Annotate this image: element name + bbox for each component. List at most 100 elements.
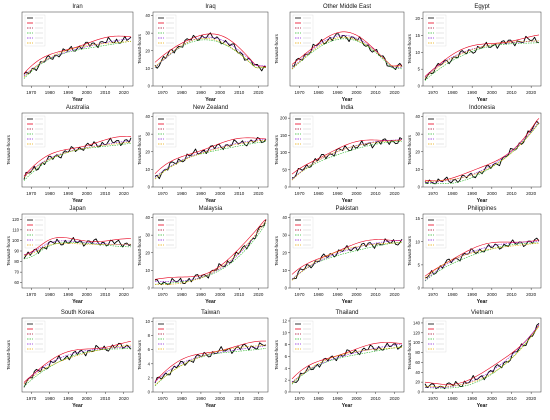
y-axis-label: Terawatt-hours [6, 339, 11, 370]
y-tick-label: 40 [415, 114, 420, 119]
x-axis-label: Year [72, 198, 83, 204]
x-tick-label: 2000 [82, 90, 93, 95]
y-tick-label: 100 [12, 238, 20, 243]
panel-11: Philippines 1970 1980 1990 2000 2010 2020 Year 0… [407, 206, 542, 305]
x-tick-label: 1980 [177, 90, 188, 95]
x-tick-label: 1990 [63, 90, 74, 95]
forecast-gold-line [154, 220, 267, 285]
forecast-gold-line [424, 325, 540, 387]
y-axis-label: Terawatt-hours [274, 33, 279, 64]
x-tick-label: 1970 [294, 90, 305, 95]
panel-title: Egypt [474, 4, 490, 10]
x-axis-label: Year [72, 299, 83, 305]
x-tick-label: 1990 [332, 191, 343, 196]
legend-box [155, 320, 177, 353]
y-tick-label: 5 [418, 262, 421, 267]
forecast-red-line [23, 35, 132, 74]
x-axis-label: Year [205, 97, 216, 103]
forecast-purple-line [291, 239, 403, 280]
plot-frame [21, 112, 134, 188]
x-tick-label: 1970 [158, 191, 169, 196]
x-tick-label: 1970 [428, 292, 439, 297]
y-axis-label: Terawatt-hours [274, 235, 279, 266]
forecast-purple-line [424, 241, 540, 281]
x-tick-label: 1990 [467, 90, 478, 95]
plot-frame [21, 11, 134, 87]
forecast-red-line [154, 219, 267, 280]
forecast-purple-line [154, 220, 267, 282]
forecast-red-line [424, 34, 540, 77]
y-tick-label: 20 [145, 149, 150, 154]
y-tick-label: 15 [415, 33, 420, 38]
y-axis-label: Terawatt-hours [274, 134, 279, 165]
x-tick-label: 2010 [100, 90, 111, 95]
y-tick-label: 40 [145, 114, 150, 119]
x-tick-label: 2000 [215, 292, 226, 297]
panel-title: New Zealand [193, 105, 228, 111]
x-tick-label: 2010 [100, 191, 111, 196]
x-tick-label: 2020 [119, 191, 130, 196]
panel-title: Philippines [467, 206, 496, 212]
y-axis-label: Terawatt-hours [407, 339, 412, 370]
x-tick-label: 1970 [428, 396, 439, 401]
plot-frame [289, 112, 405, 188]
forecast-red-line [154, 340, 267, 382]
y-tick-label: 100 [413, 340, 421, 345]
x-tick-label: 2020 [389, 292, 400, 297]
y-tick-label: 0 [285, 286, 288, 291]
forecast-red-line [291, 342, 403, 380]
forecast-gold-line [291, 347, 403, 384]
forecast-purple-line [154, 345, 267, 383]
y-tick-label: 40 [282, 215, 287, 220]
forecast-red-line [23, 340, 132, 383]
y-tick-label: 0 [418, 84, 421, 89]
x-tick-label: 1980 [177, 191, 188, 196]
forecast-gold-line [154, 345, 267, 386]
forecast-gold-line [23, 41, 132, 78]
forecast-red-line [424, 324, 540, 385]
y-tick-label: 2 [285, 378, 288, 383]
x-tick-label: 2010 [370, 90, 381, 95]
plot-frame [21, 317, 134, 393]
x-axis-label: Year [205, 403, 216, 409]
forecast-green-line [23, 40, 132, 79]
plot-frame [152, 317, 269, 393]
panel-7: Indonesia 1970 1980 1990 2000 2010 2020 Year 0 10… [407, 105, 542, 204]
observed-series-line [291, 238, 403, 280]
x-tick-label: 2000 [82, 396, 93, 401]
x-tick-label: 1970 [26, 292, 37, 297]
y-tick-label: 20 [145, 250, 150, 255]
x-axis-label: Year [477, 97, 488, 103]
x-axis-label: Year [342, 299, 353, 305]
y-tick-label: 30 [145, 233, 150, 238]
x-tick-label: 1980 [447, 292, 458, 297]
x-tick-label: 1980 [177, 292, 188, 297]
panel-6: India 1970 1980 1990 2000 2010 2020 Year 0 50 100 1… [274, 105, 405, 204]
panel-8: Japan 1970 1980 1990 2000 2010 2020 Year 60 70 80 9… [6, 206, 134, 305]
x-tick-label: 2020 [526, 292, 537, 297]
forecast-green-line [291, 346, 403, 385]
x-axis-label: Year [72, 97, 83, 103]
y-axis-label: Terawatt-hours [6, 235, 11, 266]
y-tick-label: 4 [148, 361, 151, 366]
x-tick-label: 2000 [215, 191, 226, 196]
x-tick-label: 2000 [215, 90, 226, 95]
x-tick-label: 1990 [196, 292, 207, 297]
y-tick-label: 12 [282, 318, 287, 323]
forecast-gold-line [424, 40, 540, 79]
forecast-purple-line [23, 38, 132, 77]
x-tick-label: 2020 [253, 191, 264, 196]
x-tick-label: 2000 [351, 292, 362, 297]
forecast-gold-line [291, 140, 403, 181]
y-tick-label: 8 [285, 342, 288, 347]
x-tick-label: 2000 [351, 191, 362, 196]
y-tick-label: 0 [148, 286, 151, 291]
x-tick-label: 1990 [196, 396, 207, 401]
panel-13: Taiwan 1970 1980 1990 2000 2010 2020 Year 0 2 4 6 8 1… [137, 310, 269, 409]
x-tick-label: 2000 [487, 90, 498, 95]
x-tick-label: 1980 [447, 90, 458, 95]
forecast-green-line [154, 223, 267, 285]
y-tick-label: 30 [282, 233, 287, 238]
legend-box [24, 320, 46, 353]
